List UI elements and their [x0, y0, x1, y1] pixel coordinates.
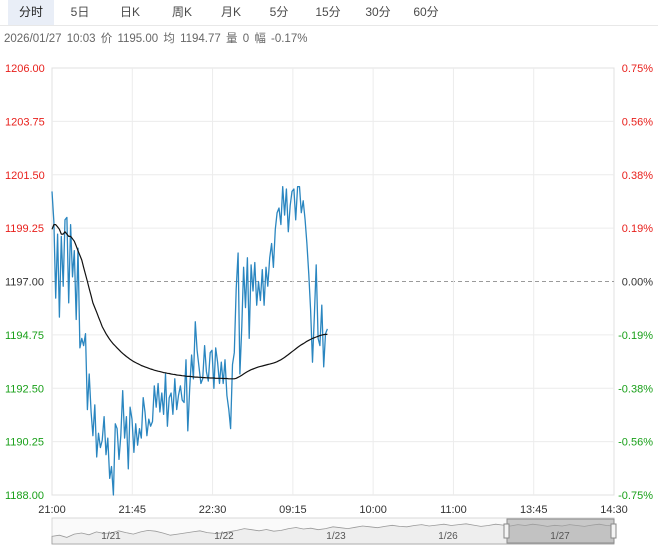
info-avg: 1194.77	[180, 33, 221, 45]
y-tick-label: 1194.75	[5, 330, 44, 342]
y-tick-label: 1188.00	[5, 490, 44, 502]
tab-period-3[interactable]: 周K	[171, 5, 192, 19]
y-tick-label: 1206.00	[5, 63, 45, 75]
pct-tick-label: -0.75%	[618, 490, 653, 502]
navigator-handle-right[interactable]	[610, 523, 617, 539]
navigator-date-label: 1/27	[550, 531, 570, 542]
x-tick-label: 10:00	[359, 504, 387, 516]
x-tick-label: 11:00	[440, 504, 467, 516]
x-tick-label: 14:30	[600, 504, 628, 516]
info-vol: 0	[242, 33, 250, 45]
y-tick-label: 1203.75	[5, 116, 45, 128]
tab-period-5[interactable]: 5分	[269, 5, 289, 19]
y-tick-label: 1199.25	[5, 223, 44, 235]
info-chg-label: 幅	[254, 33, 266, 45]
info-time: 10:03	[66, 33, 96, 45]
navigator-date-label: 1/21	[101, 531, 121, 542]
x-tick-label: 09:15	[279, 504, 307, 516]
info-vol-label: 量	[226, 33, 238, 45]
x-tick-label: 21:00	[38, 504, 66, 516]
tab-period-8[interactable]: 60分	[413, 5, 439, 19]
pct-tick-label: 0.19%	[622, 223, 653, 235]
y-tick-label: 1201.50	[5, 170, 45, 182]
pct-tick-label: 0.56%	[622, 116, 653, 128]
navigator-handle-left[interactable]	[503, 523, 510, 539]
info-date: 2026/01/27	[4, 33, 62, 45]
navigator-date-label: 1/26	[438, 531, 458, 542]
navigator-date-label: 1/23	[326, 531, 346, 542]
tab-period-1[interactable]: 5日	[70, 5, 90, 19]
y-tick-label: 1197.00	[5, 277, 44, 289]
x-tick-label: 13:45	[520, 504, 548, 516]
y-tick-label: 1190.25	[5, 437, 44, 449]
info-avg-label: 均	[163, 33, 175, 45]
pct-tick-label: -0.38%	[618, 383, 653, 395]
y-tick-label: 1192.50	[5, 383, 44, 395]
avg-series-line	[51, 224, 328, 380]
quote-info-bar: 2026/01/27 10:03 价 1195.00 均 1194.77 量 0…	[4, 30, 309, 48]
x-tick-label: 22:30	[199, 504, 227, 516]
tab-period-7[interactable]: 30分	[365, 5, 391, 19]
pct-tick-label: -0.19%	[618, 330, 653, 342]
tab-period-4[interactable]: 月K	[220, 5, 241, 19]
pct-tick-label: 0.00%	[622, 277, 653, 289]
info-chg: -0.17%	[271, 33, 308, 45]
info-price: 1195.00	[117, 33, 159, 45]
x-tick-label: 21:45	[119, 504, 147, 516]
pct-tick-label: 0.75%	[622, 63, 653, 75]
period-tab-bar: 分时 5日 日K 周K 月K 5分 15分 30分 60分	[0, 0, 658, 26]
pct-tick-label: -0.56%	[618, 437, 653, 449]
info-price-label: 价	[100, 33, 113, 45]
pct-tick-label: 0.38%	[622, 170, 653, 182]
tab-period-6[interactable]: 15分	[315, 5, 341, 19]
tab-period-2[interactable]: 日K	[119, 5, 140, 19]
price-series-line	[51, 185, 329, 496]
tab-intraday[interactable]: 分时	[8, 0, 54, 25]
navigator-date-label: 1/22	[214, 531, 234, 542]
navigator-selection-window[interactable]	[506, 518, 615, 544]
